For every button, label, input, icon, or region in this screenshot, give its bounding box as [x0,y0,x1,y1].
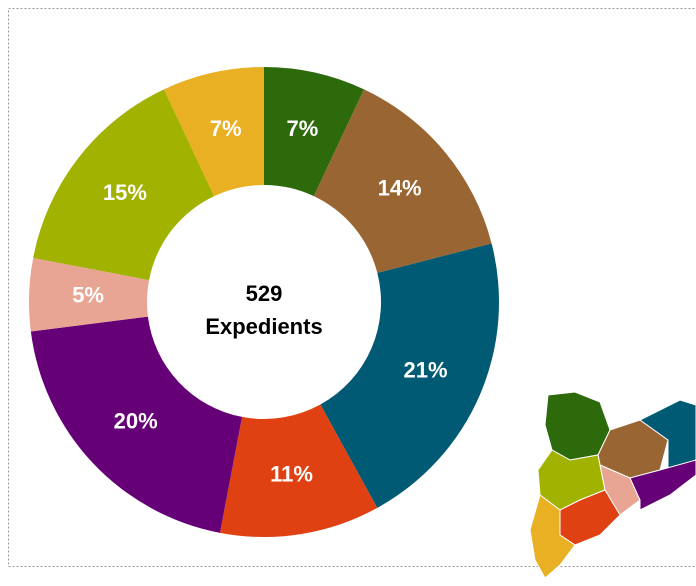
slice-label: 20% [114,408,158,433]
slice-label: 5% [72,282,104,307]
slice-label: 14% [378,176,422,201]
slice-label: 15% [103,180,147,205]
map [530,392,696,578]
slice-label: 7% [210,116,242,141]
slice-label: 7% [286,116,318,141]
slice-label: 11% [270,462,313,487]
slice-label: 21% [404,358,448,383]
center-number: 529 [246,281,283,306]
center-label: Expedients [205,314,322,339]
